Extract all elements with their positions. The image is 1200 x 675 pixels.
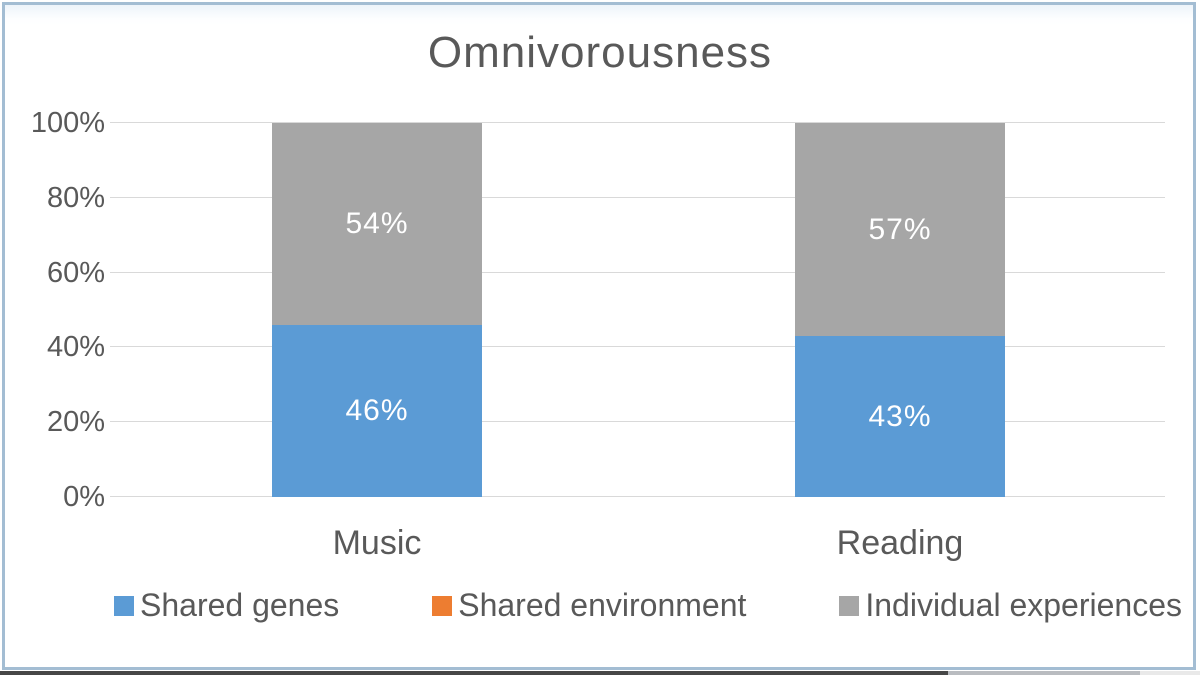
bar-segment-shared-genes-reading: 43% [795,336,1005,497]
legend-label: Shared environment [458,587,747,623]
gridline [110,196,1165,198]
gridline [110,122,1165,123]
legend-label: Shared genes [140,587,340,623]
legend-swatch-shared-environment [432,595,453,616]
bar-segment-individual-experiences-reading: 57% [795,123,1005,337]
x-label-reading: Reading [836,524,964,562]
gridline [110,346,1165,348]
bar-segment-individual-experiences-music: 54% [272,123,482,325]
bar-value-label: 43% [868,399,932,433]
legend-label: Individual experiences [865,587,1182,623]
y-tick-label: 60% [46,256,105,289]
gridline [110,271,1165,273]
bar-value-label: 46% [345,393,409,427]
y-tick-label: 80% [46,181,105,214]
legend-item-shared-genes: Shared genes [114,587,339,624]
bar-value-label: 57% [868,212,932,246]
y-tick-label: 40% [46,331,105,364]
x-label-music: Music [332,524,422,562]
y-axis-labels: 0% 20% 40% 60% 80% 100% [0,107,105,513]
plot-area: 54% 46% 57% 43% [110,122,1165,497]
screenshot-edge-artifact [0,671,1200,675]
chart-title: Omnivorousness [427,28,773,77]
bar-segment-shared-genes-music: 46% [272,324,482,497]
gridline [110,496,1165,497]
legend: Shared genes Shared environment Individual… [114,587,1182,624]
bar-music: 54% 46% [272,123,482,497]
y-tick-label: 20% [46,406,105,439]
y-tick-label: 0% [63,481,105,513]
legend-swatch-individual-experiences [839,595,860,616]
bar-reading: 57% 43% [795,123,1005,497]
bar-value-label: 54% [345,206,409,240]
gridline [110,421,1165,423]
legend-item-individual-experiences: Individual experiences [839,587,1182,624]
legend-item-shared-environment: Shared environment [432,587,746,624]
legend-swatch-shared-genes [114,595,134,616]
y-tick-label: 100% [30,107,105,139]
